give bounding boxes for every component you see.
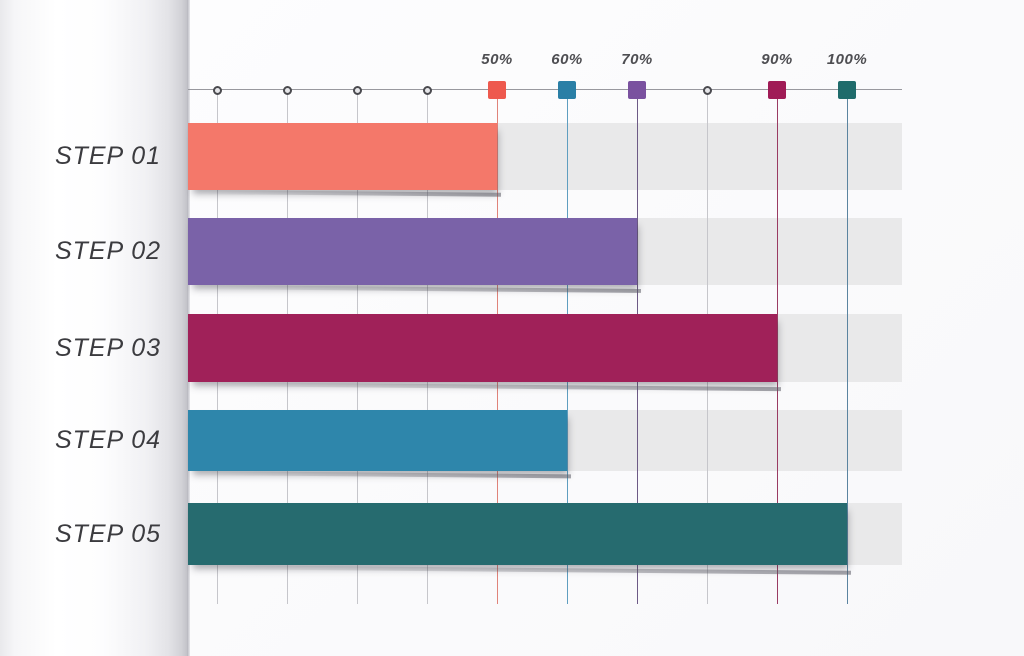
step-label-2: STEP 02 <box>54 237 162 265</box>
tick-label: 100% <box>826 51 868 68</box>
tick-square-marker <box>768 81 786 99</box>
bar-3 <box>188 314 777 382</box>
tick-label: 90% <box>761 51 793 68</box>
tick-ring-marker <box>282 85 292 95</box>
step-label-1: STEP 01 <box>54 142 162 170</box>
tick-ring-marker <box>702 85 712 95</box>
tick-label: 50% <box>481 51 513 68</box>
tick-ring-marker <box>422 85 432 95</box>
step-label-4: STEP 04 <box>54 426 162 454</box>
tick-label: 70% <box>621 51 653 68</box>
bar-2 <box>188 218 637 285</box>
tick-square-marker <box>488 81 506 99</box>
tick-label: 60% <box>551 51 583 68</box>
bar-5 <box>188 503 847 565</box>
tick-ring-marker <box>212 85 222 95</box>
tick-square-marker <box>628 81 646 99</box>
step-label-3: STEP 03 <box>54 333 162 362</box>
x-axis-line <box>188 89 902 90</box>
tick-ring-marker <box>352 85 362 95</box>
tick-square-marker <box>558 81 576 99</box>
bar-1 <box>188 123 497 190</box>
major-gridline <box>847 90 848 604</box>
page-spine <box>0 0 187 656</box>
tick-square-marker <box>838 81 856 99</box>
major-gridline <box>777 90 778 604</box>
bar-4 <box>188 410 567 471</box>
step-label-5: STEP 05 <box>54 519 162 548</box>
